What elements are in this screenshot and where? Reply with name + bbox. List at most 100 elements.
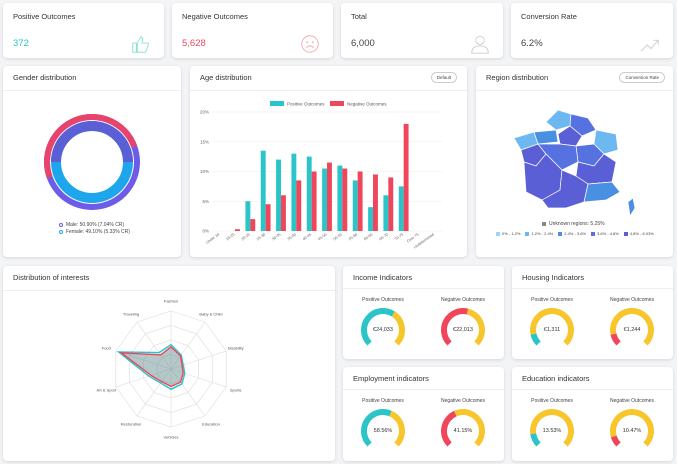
bar-positive [337,165,343,231]
card-title: Employment indicators [353,374,429,383]
bar-negative [311,171,317,231]
gauge-fill [441,410,457,447]
gauge-track [454,409,485,447]
radar-axis [170,350,227,370]
card-title: Age distribution [200,73,252,82]
x-tick-label: 25-30 [256,233,266,242]
radar-series-positive [116,343,186,391]
interests-card: Distribution of interests Fashion Baby & … [3,266,335,461]
bar-negative [265,204,271,231]
bar-negative [388,177,394,231]
x-tick-label: 70-75 [394,233,404,242]
gauge-fill [610,333,621,346]
bar-positive [245,201,251,231]
region-corsica [627,197,636,217]
chart-legend: Positive Outcomes Negative Outcomes [270,101,387,107]
region-legend-label: 3.6% - 4.8% [597,231,619,236]
conversion-rate-button[interactable]: Conversion Rate [619,72,665,83]
x-tick-label: 18-20 [225,233,235,242]
bar-negative [296,180,302,231]
bar-negative [357,171,363,231]
card-title: Income Indicators [353,273,413,282]
region-legend-swatch [525,231,530,236]
bar-negative [342,168,348,231]
bar-positive [352,180,358,231]
x-tick-label: 55-60 [348,233,358,242]
region-legend-item: 1.2% - 2.4% [525,231,553,236]
bar-negative [281,195,286,231]
positive-outcomes-label: Positive Outcomes [362,297,404,303]
kpi-title: Total [351,12,367,21]
bar-negative [373,174,378,231]
gauge-fill [610,435,621,447]
trend-up-icon [640,39,659,52]
kpi-value: 6,000 [351,38,375,49]
gauge-fill [361,308,395,346]
kpi-title: Conversion Rate [521,12,577,21]
donut-inner-dark-right [91,121,133,163]
kpi-card-positive: Positive Outcomes 372 [3,3,164,58]
negative-outcomes-label: Negative Outcomes [610,297,654,303]
radar-axis-label: Food [102,345,111,350]
education-indicators-card: Education indicators Positive Outcomes 13.… [512,367,673,461]
radar-axis [115,368,172,388]
gauge-fill [361,409,392,447]
gauge-track [530,308,574,346]
region-normandy [533,129,559,145]
kpi-title: Negative Outcomes [182,12,248,21]
employment-indicators-card: Employment indicators Positive Outcomes 58… [343,367,504,461]
bar-positive [276,159,281,231]
card-title: Housing Indicators [522,273,585,282]
x-tick-label: 20-25 [241,233,251,242]
bar-positive [383,195,389,231]
negative-gauge [441,409,485,447]
x-tick-label: 30-35 [271,233,281,242]
default-button[interactable]: Default [430,72,457,83]
positive-outcomes-label: Positive Outcomes [362,398,404,404]
radar-axis-label: Art & Sport [97,388,117,393]
negative-gauge [441,308,485,346]
positive-value: €24,033 [373,327,393,333]
gauge-track [389,410,405,447]
region-card: Region distribution Conversion Rate Unkn… [476,66,673,257]
radar-axis-label: Baby & Child [199,311,222,316]
gauge-track [466,308,485,346]
radar-axis [170,368,206,417]
bar-positive [260,150,266,231]
radar-axis-label: Traveling [123,311,139,316]
negative-value: €1,244 [623,327,641,333]
kpi-card-conversion: Conversion Rate 6.2% [511,3,673,58]
radar-axis [136,321,172,370]
x-tick-label: 60-65 [363,233,373,242]
region-legend-label: 2.4% - 3.6% [564,231,587,236]
positive-outcomes-label: Positive Outcomes [531,297,573,303]
negative-outcomes-label: Negative Outcomes [441,297,485,303]
bar-positive [322,168,327,231]
radar-axis-label: Sports [230,388,242,393]
gauge-track [610,409,654,447]
income-indicators-card: Income Indicators Positive Outcomes €24,03… [343,266,504,359]
region-northeast [569,113,597,137]
legend-swatch-negative [330,101,344,106]
radar-axis [170,321,206,370]
negative-outcomes-label: Negative Outcomes [441,398,485,404]
kpi-value: 372 [13,38,29,49]
region-legend-swatch [558,231,563,236]
region-legend-item: 2.4% - 3.6% [558,231,586,236]
x-tick-label: 35-40 [287,233,297,242]
unknown-regions: Unknown regions: 5.25% [542,221,605,227]
region-legend-swatch [591,231,596,236]
radar-axis-label: Disability [228,345,244,350]
unknown-label: Unknown regions: 5.25% [549,221,605,227]
legend-label-negative: Negative Outcomes [347,102,387,107]
legend-male: Male: 50.90% (7.04% CR) [59,222,124,228]
radar-axis-label: Vehicles [164,435,179,440]
gauge-track [530,409,574,447]
legend-swatch-positive [270,101,284,106]
radar-axis-label: Fashion [164,299,178,304]
donut-inner-dark [51,121,93,163]
card-title: Distribution of interests [13,273,90,282]
positive-value: 58.56% [373,428,393,434]
kpi-card-negative: Negative Outcomes 5,628 [172,3,333,58]
region-paca [583,181,621,203]
